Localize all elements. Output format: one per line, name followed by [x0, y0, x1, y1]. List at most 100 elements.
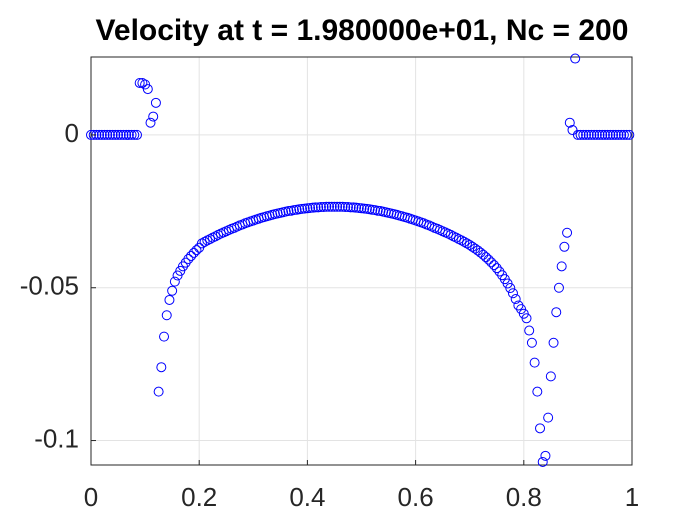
point — [329, 201, 340, 212]
point — [461, 238, 472, 249]
point — [456, 235, 467, 246]
point — [118, 129, 129, 140]
point — [613, 129, 624, 140]
point — [513, 300, 524, 311]
point — [123, 129, 134, 140]
point — [96, 129, 107, 140]
point — [345, 202, 356, 213]
point — [624, 129, 635, 140]
point — [559, 241, 570, 252]
point — [610, 129, 621, 140]
point — [467, 241, 478, 252]
point — [199, 236, 210, 247]
point — [210, 231, 221, 242]
point — [597, 129, 608, 140]
point — [126, 129, 137, 140]
point — [556, 261, 567, 272]
point — [142, 84, 153, 95]
y-tick-label: -0.05 — [20, 271, 79, 301]
point — [605, 129, 616, 140]
point — [134, 77, 145, 88]
point — [526, 337, 537, 348]
point — [535, 423, 546, 434]
point — [594, 129, 605, 140]
point — [599, 129, 610, 140]
x-tick-label: 0 — [84, 482, 98, 512]
point — [581, 129, 592, 140]
point — [321, 201, 332, 212]
point — [164, 294, 175, 305]
point — [562, 227, 573, 238]
point — [540, 450, 551, 461]
point — [332, 201, 343, 212]
point — [191, 245, 202, 256]
point — [324, 201, 335, 212]
point — [532, 386, 543, 397]
point — [564, 117, 575, 128]
point — [115, 129, 126, 140]
point — [616, 129, 627, 140]
point — [99, 129, 110, 140]
point — [167, 285, 178, 296]
point — [483, 254, 494, 265]
point — [464, 239, 475, 250]
point — [161, 310, 172, 321]
point — [340, 202, 351, 213]
point — [548, 337, 559, 348]
point — [145, 117, 156, 128]
point — [553, 282, 564, 293]
point — [102, 129, 113, 140]
point — [621, 129, 632, 140]
points — [86, 53, 635, 467]
point — [148, 111, 159, 122]
point — [537, 456, 548, 467]
point — [529, 357, 540, 368]
point — [524, 325, 535, 336]
point — [451, 232, 462, 243]
point — [570, 53, 581, 64]
point — [310, 202, 321, 213]
point — [104, 129, 115, 140]
y-tick-label: 0 — [65, 118, 79, 148]
point — [551, 307, 562, 318]
point — [480, 252, 491, 263]
point — [121, 129, 132, 140]
point — [583, 129, 594, 140]
point — [183, 254, 194, 265]
point — [334, 201, 345, 212]
point — [486, 257, 497, 268]
point — [188, 247, 199, 258]
point — [505, 283, 516, 294]
point — [572, 129, 583, 140]
point — [153, 386, 164, 397]
point — [602, 129, 613, 140]
point — [180, 257, 191, 268]
point — [159, 331, 170, 342]
point — [586, 129, 597, 140]
point — [494, 266, 505, 277]
x-tick-label: 1 — [625, 482, 639, 512]
point — [131, 129, 142, 140]
point — [521, 313, 532, 324]
point — [107, 129, 118, 140]
point — [156, 362, 167, 373]
point — [575, 129, 586, 140]
point — [445, 229, 456, 240]
y-tick-label: -0.1 — [34, 423, 79, 453]
point — [196, 238, 207, 249]
point — [88, 129, 99, 140]
x-tick-label: 0.6 — [398, 482, 434, 512]
point — [589, 129, 600, 140]
point — [315, 202, 326, 213]
point — [491, 263, 502, 274]
point — [177, 261, 188, 272]
x-tick-label: 0.4 — [289, 482, 325, 512]
x-tick-label: 0.2 — [181, 482, 217, 512]
point — [591, 129, 602, 140]
point — [489, 260, 500, 271]
point — [113, 129, 124, 140]
plot-area — [91, 57, 632, 465]
point — [510, 294, 521, 305]
